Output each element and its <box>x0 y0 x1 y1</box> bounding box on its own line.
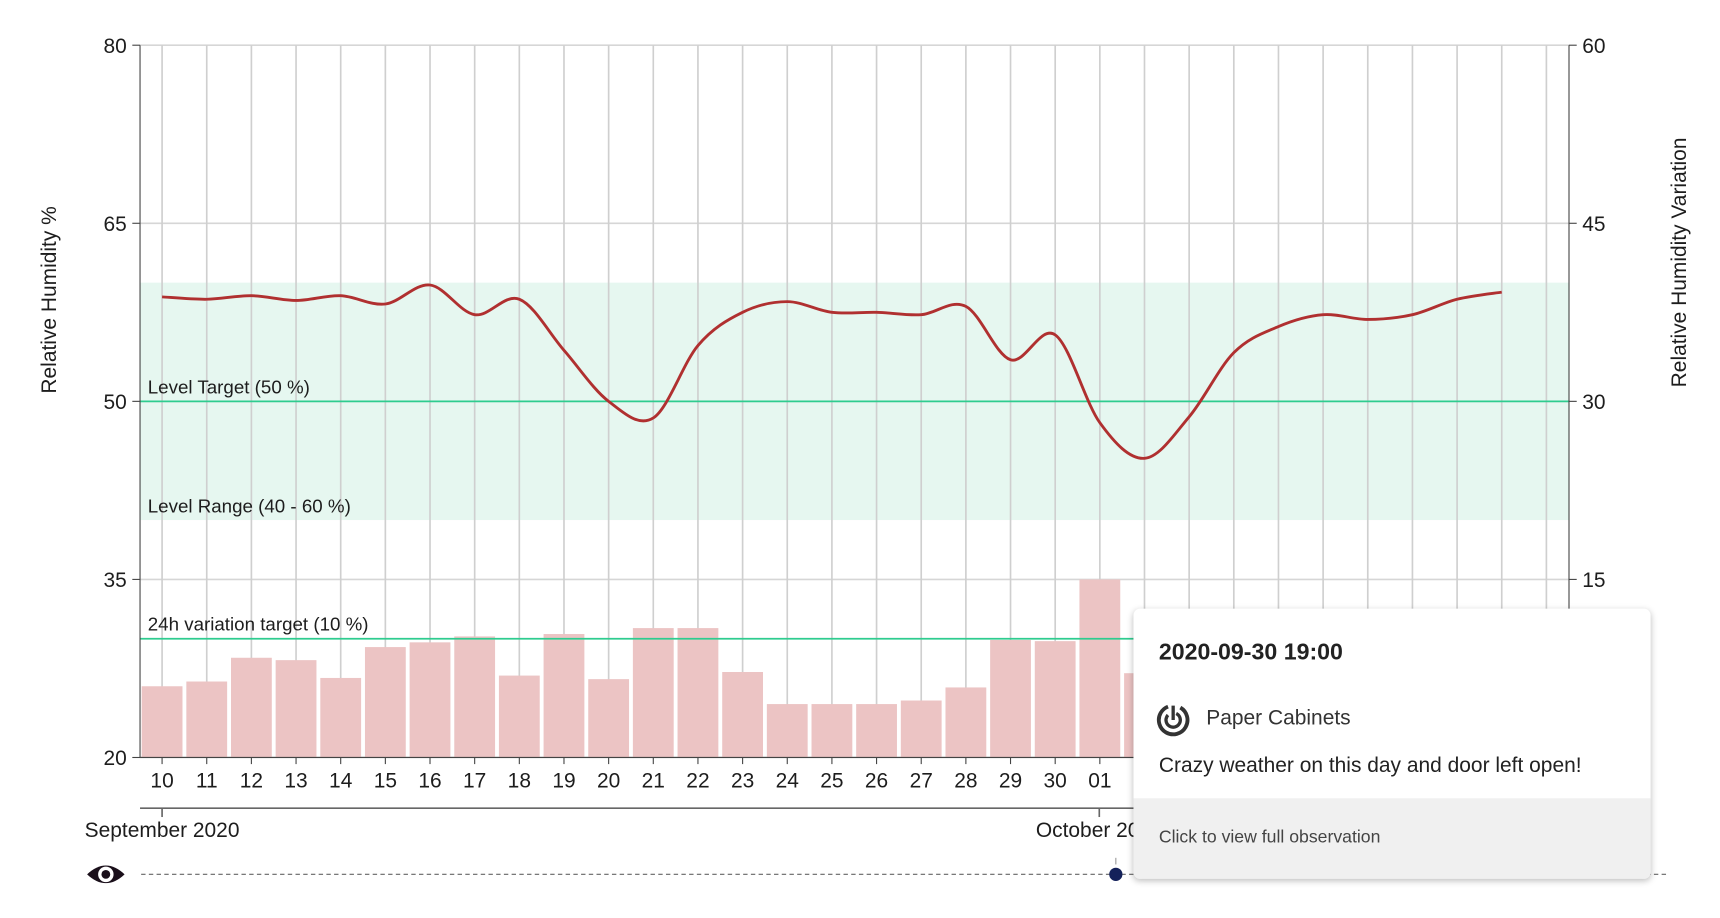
x-tick-label: 29 <box>999 769 1022 792</box>
x-tick-label: 14 <box>329 769 353 792</box>
tooltip-note: Crazy weather on this day and door left … <box>1158 754 1582 778</box>
variation-bar <box>230 657 272 758</box>
variation-bar <box>498 675 540 758</box>
level-range-label: Level Range (40 - 60 %) <box>148 496 351 517</box>
x-tick-label: 18 <box>508 769 531 792</box>
variation-bar <box>945 687 987 758</box>
tooltip-date: 2020-09-30 19:00 <box>1158 639 1343 665</box>
radar-icon <box>1156 703 1190 737</box>
variation-bar <box>141 686 183 758</box>
left-tick-label: 50 <box>104 391 127 414</box>
variation-bar <box>409 642 451 758</box>
right-axis-title: Relative Humidity Variation <box>1668 138 1691 388</box>
variation-bar <box>275 660 317 758</box>
x-tick-label: 16 <box>418 769 441 792</box>
right-tick-label: 60 <box>1582 35 1605 58</box>
x-tick-label: 21 <box>642 769 665 792</box>
x-tick-label: 27 <box>910 769 933 792</box>
x-tick-label: 28 <box>954 769 977 792</box>
x-tick-label: 26 <box>865 769 888 792</box>
x-tick-label: 17 <box>463 769 486 792</box>
month-label-october: October 2020 <box>1036 819 1163 842</box>
variation-bar <box>588 679 630 758</box>
x-tick-label: 01 <box>1088 769 1111 792</box>
variation-bar <box>722 672 763 758</box>
variation-bar <box>1079 579 1121 758</box>
variation-bar <box>900 700 942 758</box>
left-axis-title: Relative Humidity % <box>38 206 61 393</box>
right-tick-label: 30 <box>1582 391 1605 414</box>
variation-bar <box>990 639 1031 758</box>
observation-tooltip[interactable]: 2020-09-30 19:00 Paper Cabinets Crazy we… <box>1133 608 1651 879</box>
x-tick-label: 15 <box>374 769 397 792</box>
variation-bar <box>766 704 808 758</box>
x-tick-label: 22 <box>686 769 709 792</box>
variation-bar <box>320 677 362 758</box>
tooltip-location: Paper Cabinets <box>1156 701 1351 737</box>
x-tick-label: 13 <box>284 769 307 792</box>
variation-bar <box>543 634 585 758</box>
x-tick-label: 24 <box>776 769 800 792</box>
variation-bar <box>186 681 228 758</box>
variation-bar <box>364 647 406 758</box>
level-target-label: Level Target (50 %) <box>148 377 310 398</box>
x-tick-label: 10 <box>150 769 173 792</box>
x-tick-label: 30 <box>1044 769 1067 792</box>
left-tick-label: 20 <box>104 747 127 770</box>
x-tick-label: 20 <box>597 769 620 792</box>
view-observation-link[interactable]: Click to view full observation <box>1133 798 1651 879</box>
variation-bar <box>856 704 897 758</box>
timeline-marker[interactable] <box>1109 867 1123 881</box>
x-tick-label: 25 <box>820 769 843 792</box>
x-tick-label: 23 <box>731 769 754 792</box>
tooltip-location-label: Paper Cabinets <box>1206 706 1351 730</box>
left-tick-label: 35 <box>104 569 127 592</box>
x-tick-label: 11 <box>196 769 218 792</box>
right-tick-label: 15 <box>1582 569 1605 592</box>
view-observation-label: Click to view full observation <box>1158 828 1381 847</box>
right-tick-label: 45 <box>1582 213 1605 236</box>
eye-icon[interactable] <box>87 865 125 884</box>
variation-bar <box>811 704 853 758</box>
left-tick-label: 80 <box>104 35 127 58</box>
variation-bar <box>632 628 674 758</box>
x-tick-label: 19 <box>552 769 575 792</box>
x-tick-label: 12 <box>240 769 263 792</box>
variation-target-label: 24h variation target (10 %) <box>148 614 369 635</box>
left-tick-label: 65 <box>104 213 127 236</box>
variation-bar <box>1034 641 1076 758</box>
humidity-line <box>162 283 1502 460</box>
variation-bar <box>454 636 496 758</box>
variation-bar <box>677 628 719 758</box>
month-label-september: September 2020 <box>85 819 240 842</box>
